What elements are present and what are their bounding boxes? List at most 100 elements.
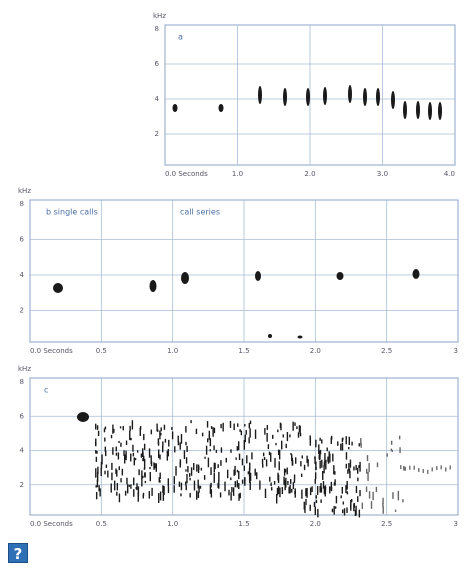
- sound-trace: [409, 465, 411, 470]
- sound-trace: [355, 485, 358, 494]
- sound-trace: [193, 463, 195, 471]
- sound-trace: [368, 491, 371, 499]
- sound-trace: [209, 449, 211, 452]
- y-tick-label: 2: [20, 307, 24, 315]
- sound-trace: [404, 466, 406, 471]
- sound-trace: [220, 423, 222, 429]
- sound-trace: [289, 434, 291, 438]
- y-tick-label: 4: [20, 447, 25, 455]
- sound-trace: [162, 441, 164, 447]
- sound-trace: [166, 450, 169, 461]
- sound-trace: [137, 486, 140, 496]
- y-tick-label: 4: [155, 95, 160, 103]
- sound-trace: [208, 430, 211, 440]
- sound-trace: [272, 434, 274, 439]
- sound-trace: [436, 466, 438, 471]
- sound-trace: [334, 479, 336, 486]
- sound-trace: [103, 428, 106, 433]
- sound-trace: [391, 449, 393, 453]
- sound-trace: [325, 459, 327, 464]
- sound-trace: [244, 477, 246, 484]
- sound-trace: [322, 471, 324, 480]
- sound-trace: [427, 469, 429, 474]
- sound-trace: [180, 433, 183, 444]
- sound-trace: [151, 487, 153, 496]
- sound-trace: [104, 437, 106, 442]
- sound-trace: [244, 434, 246, 443]
- sound-trace: [360, 438, 362, 446]
- sound-trace: [210, 489, 213, 498]
- sound-trace: [345, 436, 347, 445]
- sound-trace: [163, 486, 165, 496]
- x-tick-label: 2.0: [304, 170, 315, 178]
- sound-trace: [376, 462, 379, 468]
- sound-trace: [124, 454, 126, 459]
- sound-trace: [305, 498, 307, 506]
- sound-trace: [262, 452, 265, 457]
- x-tick-label: 2.5: [381, 347, 392, 355]
- sound-trace: [294, 491, 296, 495]
- sound-trace: [291, 454, 293, 462]
- sound-trace: [167, 478, 170, 487]
- sound-trace: [314, 456, 316, 464]
- sound-trace: [418, 468, 420, 473]
- sound-trace: [286, 432, 289, 442]
- sound-trace: [275, 494, 278, 504]
- sound-trace: [284, 469, 287, 473]
- sound-trace: [115, 452, 118, 456]
- sound-trace: [307, 459, 309, 467]
- sound-trace: [238, 453, 241, 460]
- sound-trace: [148, 448, 151, 458]
- sound-trace: [315, 467, 317, 470]
- sound-trace: [105, 450, 107, 457]
- sound-trace: [149, 280, 157, 292]
- sound-trace: [238, 471, 240, 480]
- sound-trace: [278, 449, 281, 460]
- sound-trace: [143, 458, 146, 462]
- help-icon[interactable]: ?: [8, 543, 28, 563]
- sound-trace: [323, 461, 326, 467]
- sound-trace: [144, 472, 146, 477]
- sound-trace: [270, 452, 272, 462]
- sound-trace: [117, 452, 120, 460]
- sound-trace: [210, 467, 212, 475]
- sound-trace: [97, 430, 100, 436]
- sound-trace: [210, 426, 213, 429]
- sound-trace: [158, 477, 160, 483]
- sound-trace: [314, 456, 316, 460]
- sound-trace: [360, 443, 362, 448]
- sound-trace: [197, 464, 200, 474]
- sound-trace: [193, 480, 196, 491]
- sound-trace: [200, 467, 203, 471]
- panel-label: c: [44, 386, 48, 395]
- sound-trace: [96, 451, 98, 454]
- sound-trace: [160, 432, 162, 436]
- sound-trace: [330, 481, 333, 490]
- sound-trace: [143, 459, 146, 470]
- sound-trace: [285, 477, 287, 488]
- sound-trace: [229, 420, 232, 428]
- sound-trace: [358, 509, 361, 518]
- sound-trace: [180, 493, 182, 497]
- sound-trace: [188, 473, 191, 477]
- sound-trace: [110, 483, 112, 493]
- sound-trace: [53, 283, 63, 293]
- sound-trace: [125, 450, 127, 461]
- sound-trace: [314, 479, 316, 484]
- sound-trace: [100, 467, 102, 477]
- sound-trace: [203, 475, 206, 480]
- sound-trace: [284, 482, 286, 491]
- sound-trace: [288, 486, 290, 494]
- sound-trace: [196, 464, 198, 472]
- sound-trace: [334, 471, 336, 475]
- sound-trace: [341, 509, 344, 514]
- sound-trace: [367, 472, 369, 481]
- sound-trace: [234, 465, 236, 475]
- sound-trace: [286, 467, 288, 475]
- sound-trace: [157, 438, 160, 444]
- sound-trace: [201, 432, 204, 437]
- sound-trace: [118, 493, 121, 503]
- sound-trace: [323, 486, 326, 495]
- sound-trace: [167, 486, 170, 493]
- sound-trace: [283, 468, 286, 476]
